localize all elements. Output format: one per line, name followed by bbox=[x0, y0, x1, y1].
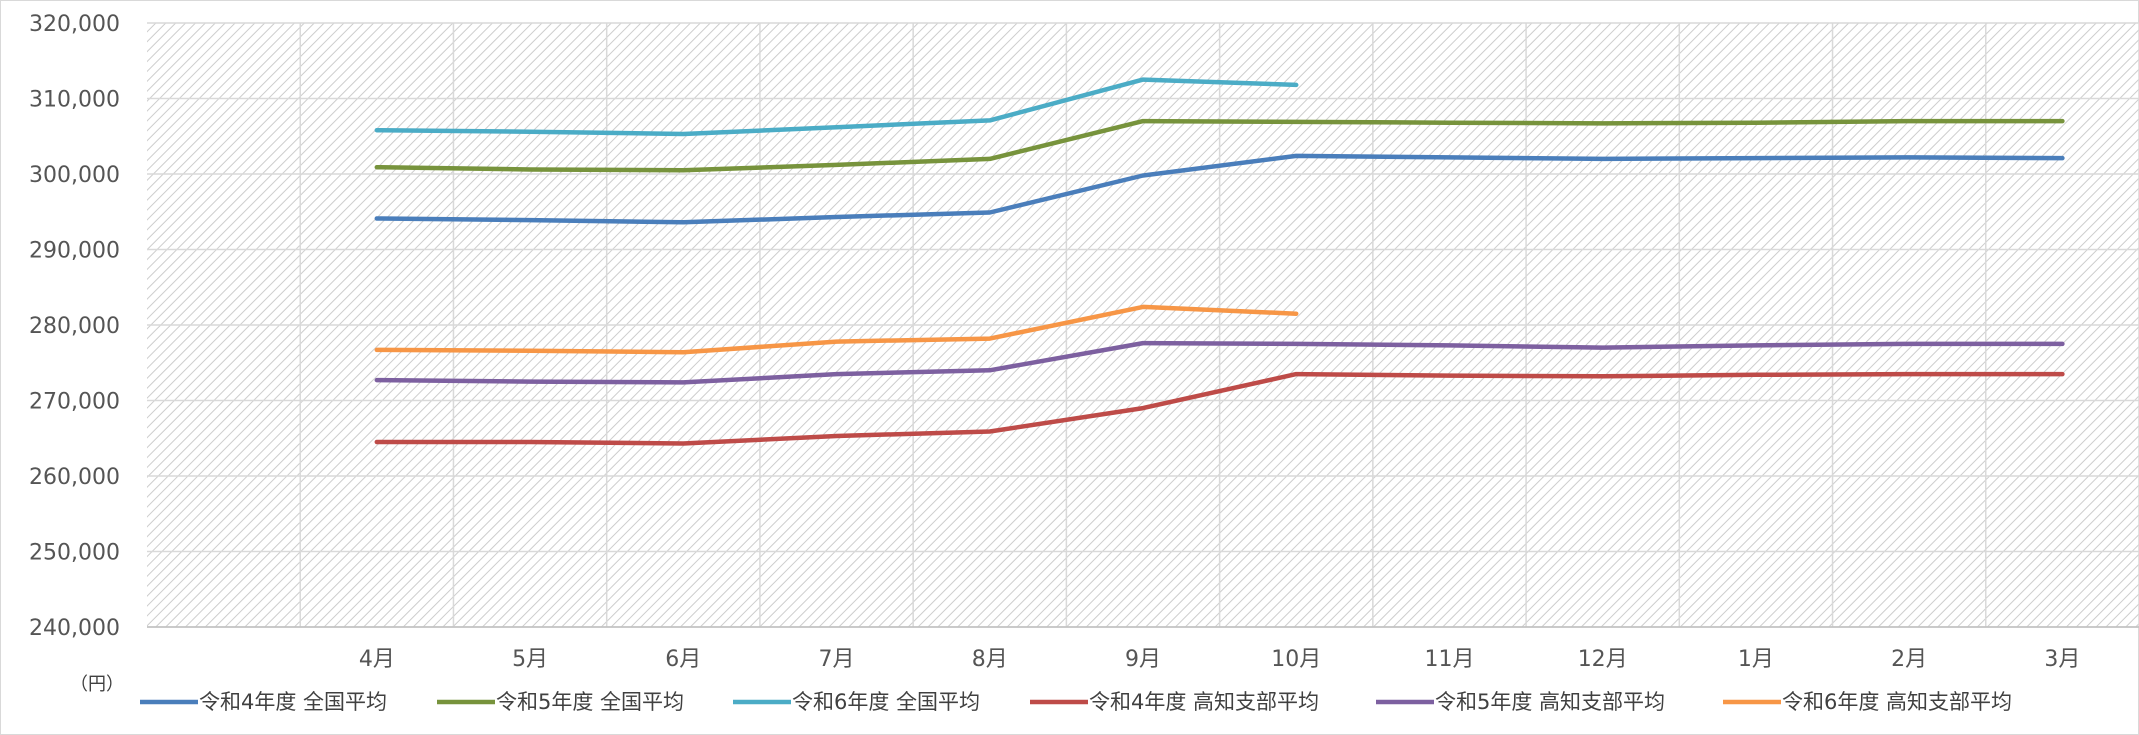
x-tick-label: 1月 bbox=[1738, 647, 1774, 672]
x-tick-label: 3月 bbox=[2044, 647, 2080, 672]
x-tick-label: 6月 bbox=[665, 647, 701, 672]
y-tick-label: 290,000 bbox=[29, 239, 120, 264]
series-lines bbox=[374, 77, 2065, 446]
legend-label: 令和6年度 高知支部平均 bbox=[1782, 690, 2012, 714]
legend-item-4: 令和4年度 高知支部平均 bbox=[1030, 690, 1319, 714]
series-line-1 bbox=[374, 153, 2065, 225]
y-tick-label: 270,000 bbox=[29, 390, 120, 415]
series-line-2 bbox=[374, 118, 2065, 173]
legend-item-2: 令和5年度 全国平均 bbox=[437, 690, 684, 714]
x-tick-label: 7月 bbox=[819, 647, 855, 672]
y-unit-label: （円） bbox=[70, 674, 124, 695]
x-tick-label: 8月 bbox=[972, 647, 1008, 672]
legend-label: 令和5年度 全国平均 bbox=[496, 690, 684, 714]
x-axis: 4月 5月 6月 7月 8月 9月 10月 11月 12月 1月 2月 3月 bbox=[359, 647, 2081, 672]
legend-item-3: 令和6年度 全国平均 bbox=[733, 690, 980, 714]
legend-label: 令和5年度 高知支部平均 bbox=[1435, 690, 1665, 714]
legend-label: 令和6年度 全国平均 bbox=[792, 690, 980, 714]
y-axis: 240,000 250,000 260,000 270,000 280,000 290,0… bbox=[29, 12, 120, 641]
legend-item-1: 令和4年度 全国平均 bbox=[140, 690, 387, 714]
legend: 令和4年度 全国平均 令和5年度 全国平均 令和6年度 全国平均 令和4年度 高知支部… bbox=[140, 690, 2012, 714]
legend-label: 令和4年度 高知支部平均 bbox=[1089, 690, 1319, 714]
x-tick-label: 9月 bbox=[1125, 647, 1161, 672]
legend-item-6: 令和6年度 高知支部平均 bbox=[1723, 690, 2012, 714]
legend-item-5: 令和5年度 高知支部平均 bbox=[1376, 690, 1665, 714]
x-tick-label: 2月 bbox=[1891, 647, 1927, 672]
gridlines bbox=[147, 22, 2139, 628]
y-tick-label: 310,000 bbox=[29, 88, 120, 113]
y-tick-label: 280,000 bbox=[29, 314, 120, 339]
series-line-6 bbox=[374, 304, 1299, 355]
x-tick-label: 10月 bbox=[1271, 647, 1321, 672]
y-tick-label: 300,000 bbox=[29, 163, 120, 188]
y-tick-label: 320,000 bbox=[29, 12, 120, 37]
legend-label: 令和4年度 全国平均 bbox=[199, 690, 387, 714]
series-line-3 bbox=[374, 77, 1299, 137]
y-tick-label: 240,000 bbox=[29, 616, 120, 641]
x-tick-label: 12月 bbox=[1578, 647, 1628, 672]
y-tick-label: 250,000 bbox=[29, 541, 120, 566]
y-tick-label: 260,000 bbox=[29, 465, 120, 490]
x-tick-label: 5月 bbox=[512, 647, 548, 672]
series-line-4 bbox=[374, 371, 2065, 446]
x-tick-label: 4月 bbox=[359, 647, 395, 672]
x-tick-label: 11月 bbox=[1424, 647, 1474, 672]
series-line-5 bbox=[374, 340, 2065, 385]
